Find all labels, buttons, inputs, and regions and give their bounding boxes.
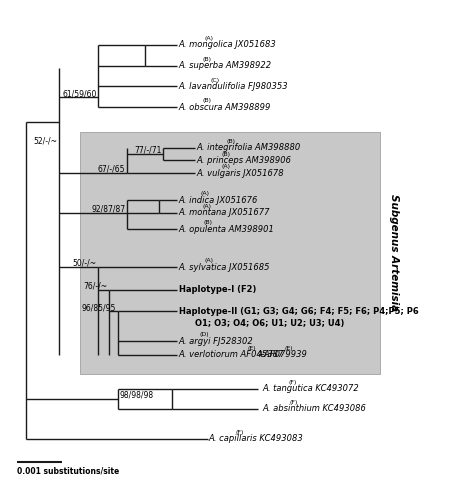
Text: (A): (A) (200, 192, 209, 196)
Text: (F): (F) (235, 430, 244, 435)
Text: A. verlotiorum AF045387: A. verlotiorum AF045387 (178, 350, 283, 359)
Text: Subgenus Artemisia: Subgenus Artemisia (388, 194, 398, 311)
Text: O1; O3; O4; O6; U1; U2; U3; U4): O1; O3; O4; O6; U1; U2; U3; U4) (194, 318, 344, 328)
Text: (A): (A) (204, 36, 213, 41)
Text: (A): (A) (202, 204, 211, 209)
FancyBboxPatch shape (80, 132, 379, 374)
Text: A. indica JX051676: A. indica JX051676 (178, 196, 258, 204)
Text: 92/87/87: 92/87/87 (91, 204, 125, 214)
Text: (A): (A) (204, 258, 213, 263)
Text: (B): (B) (203, 220, 212, 226)
Text: (F): (F) (289, 400, 298, 405)
Text: (D): (D) (199, 332, 209, 338)
Text: (E): (E) (283, 346, 292, 351)
Text: (B): (B) (202, 98, 211, 103)
Text: (F): (F) (288, 380, 296, 385)
Text: 98/98/98: 98/98/98 (120, 391, 154, 400)
Text: (B): (B) (202, 56, 211, 62)
Text: Haplotype-I (F2): Haplotype-I (F2) (178, 285, 255, 294)
Text: 67/-/65: 67/-/65 (98, 165, 125, 174)
Text: A. princeps AM398906: A. princeps AM398906 (196, 156, 291, 165)
Text: 96/85/95: 96/85/95 (82, 303, 116, 312)
Text: A. vulgaris JX051678: A. vulgaris JX051678 (196, 168, 284, 177)
Text: 76/-/~: 76/-/~ (83, 282, 107, 290)
Text: A. argyi FJ528302: A. argyi FJ528302 (178, 336, 253, 345)
Text: (C): (C) (210, 78, 220, 82)
Text: Haplotype-II (G1; G3; G4; G6; F4; F5; F6; P4;P5; P6: Haplotype-II (G1; G3; G4; G6; F4; F5; F6… (178, 307, 418, 316)
Text: A. obscura AM398899: A. obscura AM398899 (178, 102, 271, 112)
Text: A. opulenta AM398901: A. opulenta AM398901 (178, 224, 274, 234)
Text: A. sylvatica JX051685: A. sylvatica JX051685 (178, 262, 270, 272)
Text: A. superba AM398922: A. superba AM398922 (178, 61, 271, 70)
Text: 50/-/~: 50/-/~ (72, 259, 96, 268)
Text: A. lavandulifolia FJ980353: A. lavandulifolia FJ980353 (178, 82, 288, 91)
Text: (E): (E) (247, 346, 255, 351)
Text: A. tangutica KC493072: A. tangutica KC493072 (262, 384, 359, 394)
Text: 0.001 substitutions/site: 0.001 substitutions/site (17, 466, 119, 475)
Text: (A): (A) (221, 164, 230, 170)
Text: (B): (B) (226, 139, 235, 144)
Text: 52/-/~: 52/-/~ (33, 136, 57, 145)
Text: (B): (B) (221, 152, 230, 156)
Text: A. montana JX051677: A. montana JX051677 (178, 208, 270, 218)
Text: A. integrifolia AM398880: A. integrifolia AM398880 (196, 144, 300, 152)
Text: A. absinthium KC493086: A. absinthium KC493086 (262, 404, 366, 413)
Text: A. capillaris KC493083: A. capillaris KC493083 (208, 434, 303, 443)
Text: +AF079939: +AF079939 (257, 350, 306, 359)
Text: A. mongolica JX051683: A. mongolica JX051683 (178, 40, 276, 50)
Text: 77/-/71: 77/-/71 (134, 146, 161, 155)
Text: 61/59/60: 61/59/60 (62, 89, 96, 98)
